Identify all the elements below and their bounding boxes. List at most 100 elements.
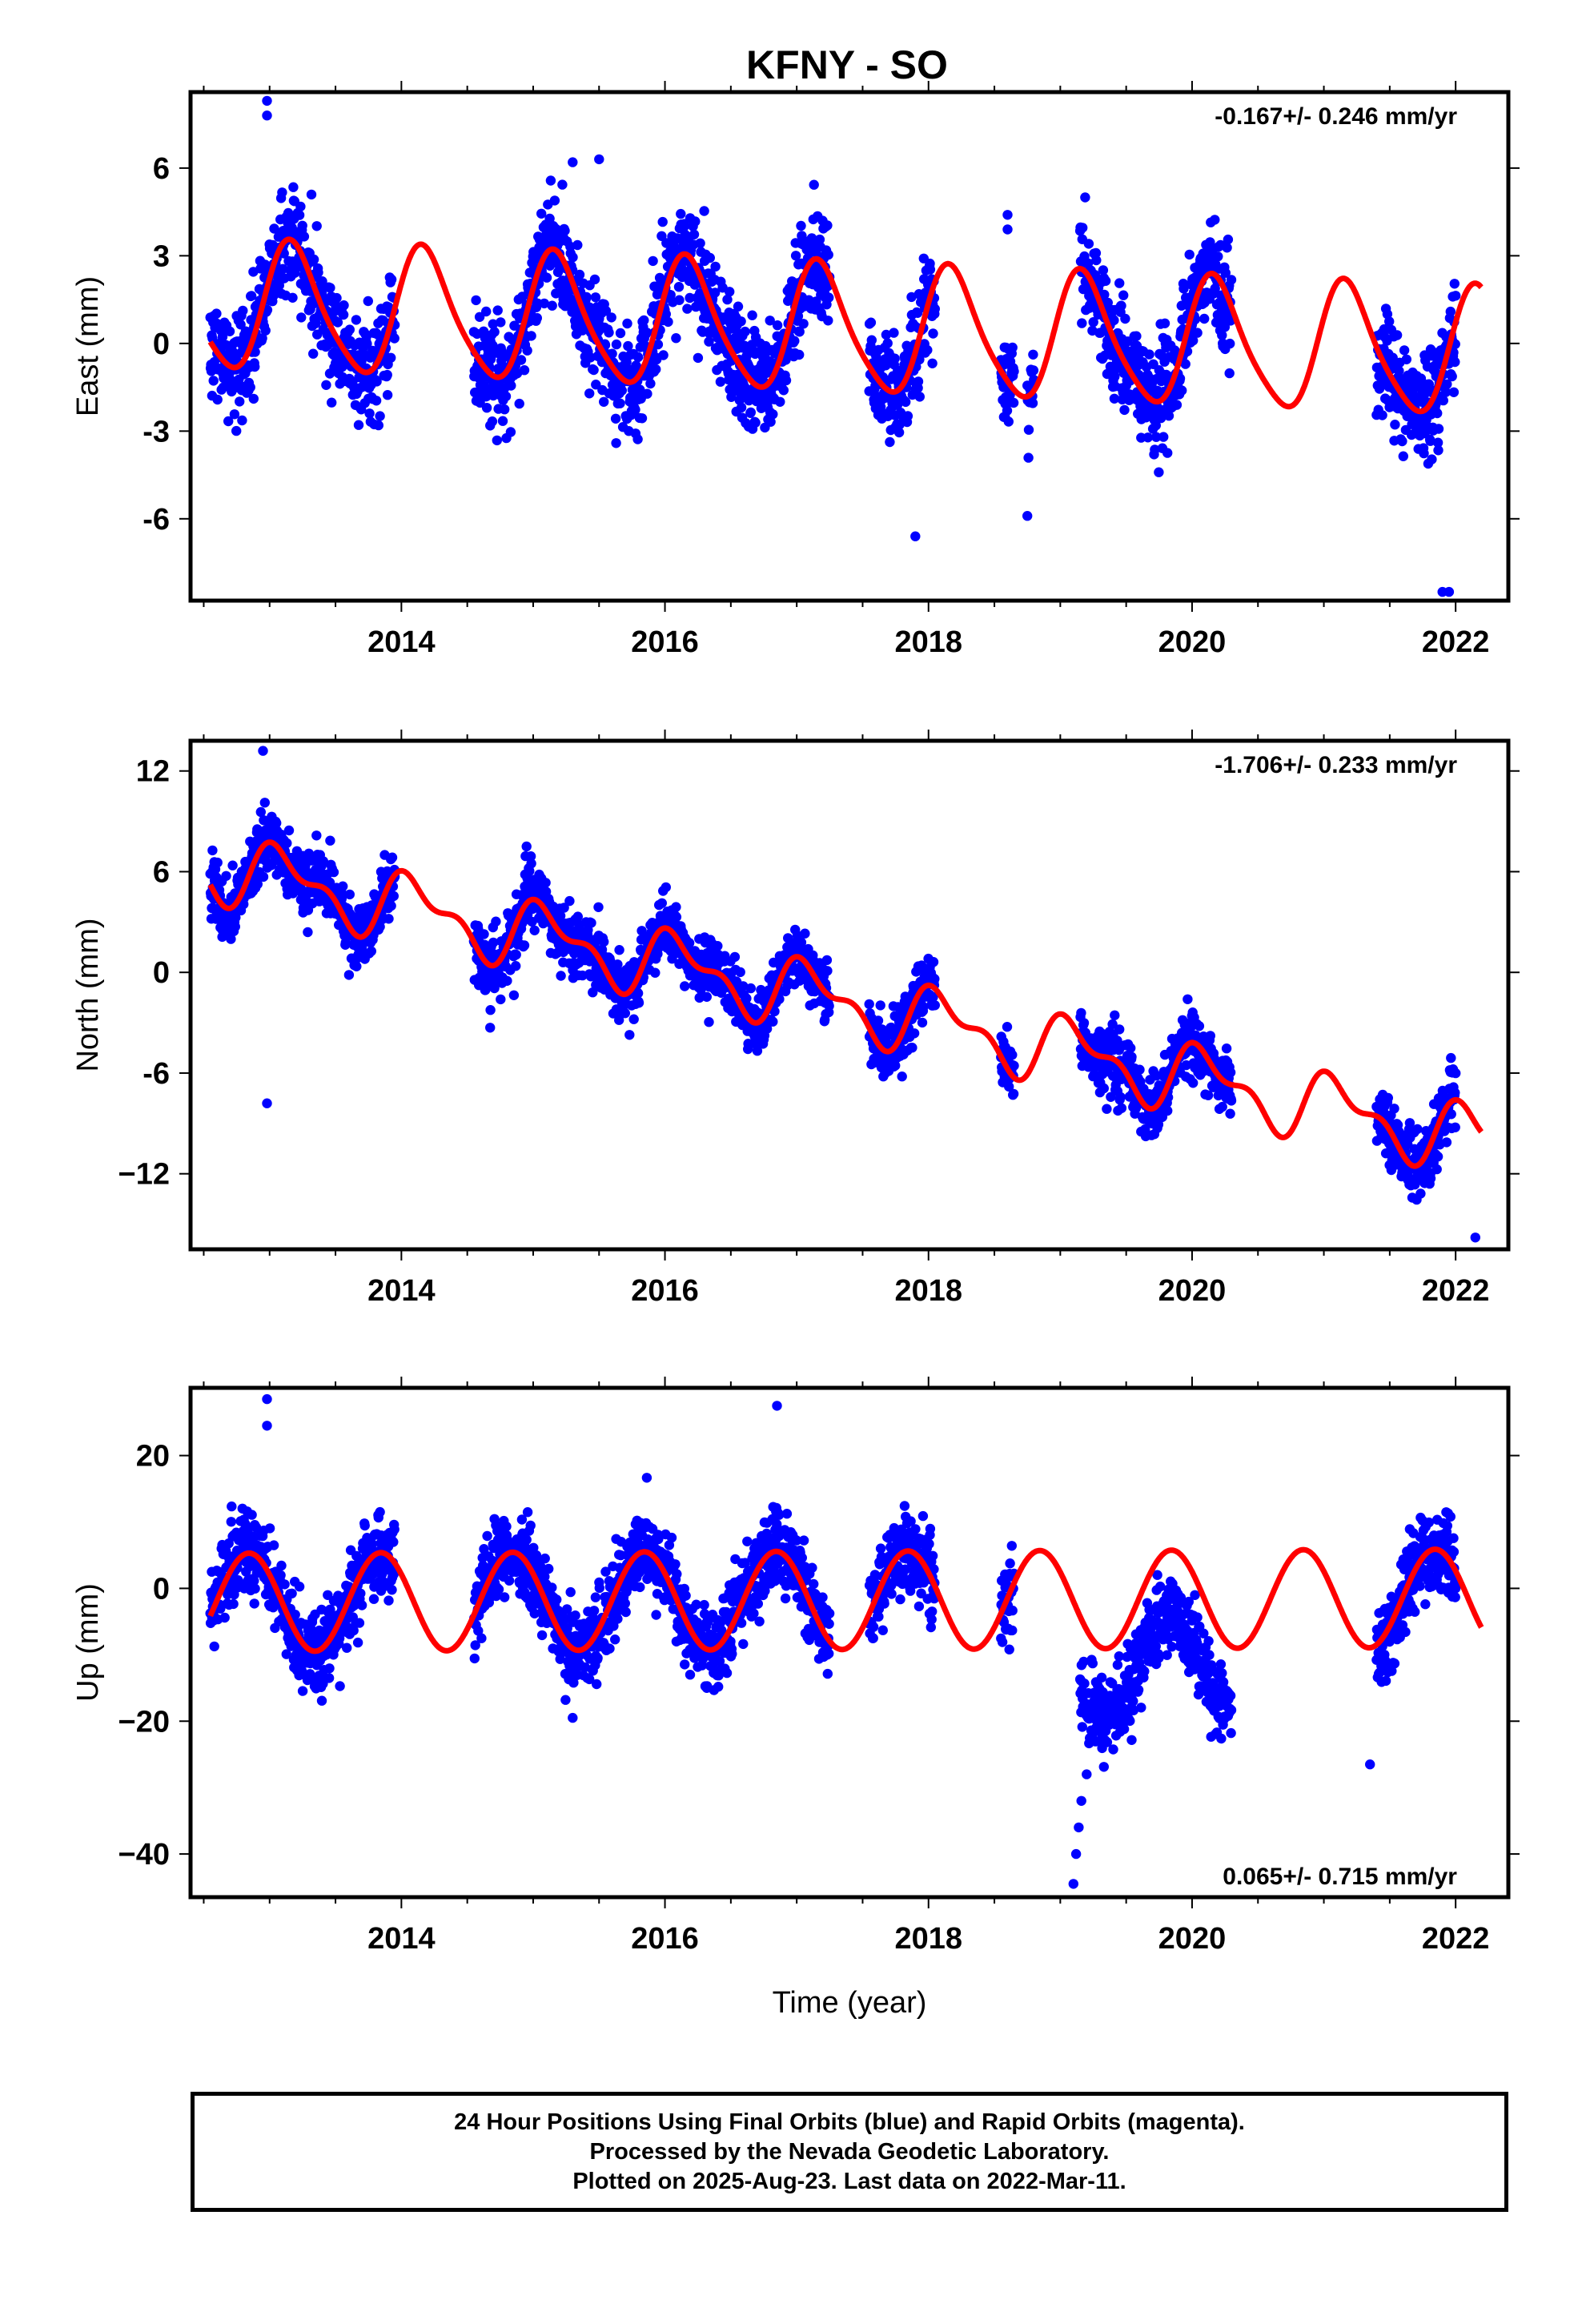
- north-data-point: [1450, 1122, 1460, 1133]
- east-data-point: [386, 274, 397, 285]
- east-outlier-point: [1002, 224, 1013, 235]
- east-data-point: [1398, 451, 1409, 461]
- east-data-point: [1154, 467, 1164, 477]
- north-data-point: [258, 871, 269, 883]
- north-data-point: [745, 983, 756, 994]
- east-data-point: [600, 306, 612, 316]
- east-data-point: [824, 292, 834, 303]
- east-data-point: [866, 335, 877, 345]
- x-tick-label: 2014: [367, 1274, 436, 1308]
- east-data-point: [768, 409, 778, 420]
- east-data-point: [663, 316, 673, 328]
- east-data-point: [488, 340, 498, 351]
- east-data-point: [1028, 365, 1039, 376]
- east-data-point: [607, 348, 617, 359]
- north-data-point: [628, 1014, 639, 1024]
- east-outlier-point: [1002, 210, 1013, 220]
- y-tick-label: 3: [153, 239, 170, 273]
- east-data-point: [823, 249, 833, 260]
- east-data-point: [1433, 424, 1444, 434]
- east-data-point: [1384, 316, 1395, 327]
- east-data-point: [497, 416, 508, 426]
- north-data-point: [529, 925, 540, 936]
- east-data-point: [1151, 432, 1162, 442]
- east-data-point: [652, 339, 664, 350]
- east-data-point: [539, 298, 549, 309]
- east-data-point: [1427, 454, 1437, 464]
- figure-title: KFNY - SO: [746, 42, 948, 87]
- east-scatter-points: [205, 95, 1461, 597]
- east-data-point: [913, 376, 924, 387]
- north-data-point: [729, 951, 741, 963]
- east-data-point: [1188, 336, 1199, 346]
- east-data-point: [257, 333, 267, 344]
- east-data-point: [1222, 243, 1232, 253]
- east-data-point: [481, 403, 492, 413]
- north-data-point: [1162, 1105, 1173, 1116]
- east-data-point: [231, 425, 242, 436]
- east-data-point: [794, 327, 805, 337]
- north-data-point: [1115, 1092, 1126, 1103]
- east-data-point: [1184, 249, 1195, 260]
- north-data-point: [252, 879, 263, 890]
- x-tick-label: 2020: [1158, 625, 1227, 659]
- east-data-point: [311, 221, 322, 231]
- north-outlier-point: [521, 841, 532, 852]
- east-data-point: [1451, 291, 1461, 301]
- east-data-point: [1176, 300, 1187, 311]
- east-data-point: [1379, 324, 1390, 335]
- east-data-point: [338, 309, 349, 320]
- east-data-point: [1199, 313, 1210, 324]
- east-data-point: [1213, 251, 1223, 262]
- up-data-point: [209, 1641, 219, 1652]
- east-data-point: [277, 187, 287, 198]
- east-data-point: [632, 352, 644, 363]
- east-data-point: [740, 326, 750, 337]
- east-data-point: [661, 309, 671, 320]
- east-data-point: [822, 220, 833, 231]
- east-data-point: [1419, 448, 1429, 459]
- east-data-point: [1027, 398, 1038, 408]
- y-tick-label: -6: [143, 503, 170, 537]
- east-data-point: [651, 364, 661, 375]
- east-data-point: [657, 216, 668, 227]
- east-data-point: [1224, 368, 1235, 379]
- east-data-point: [1090, 247, 1102, 259]
- east-data-point: [1099, 289, 1110, 300]
- east-data-point: [710, 261, 721, 272]
- east-data-point: [496, 317, 506, 328]
- north-data-point: [311, 830, 322, 841]
- east-data-point: [557, 179, 568, 190]
- east-data-point: [1448, 387, 1460, 397]
- east-data-point: [382, 390, 393, 400]
- east-data-point: [223, 416, 234, 427]
- east-data-point: [488, 319, 498, 329]
- east-data-point: [693, 352, 704, 364]
- east-data-point: [1432, 437, 1443, 448]
- east-data-point: [1023, 452, 1034, 463]
- east-data-point: [642, 388, 652, 399]
- north-data-point: [1441, 1137, 1452, 1148]
- east-data-point: [500, 391, 512, 402]
- north-data-point: [599, 936, 609, 947]
- east-data-point: [889, 328, 899, 338]
- north-data-point: [221, 870, 231, 882]
- east-data-point: [1217, 330, 1227, 340]
- north-data-point: [917, 1017, 928, 1028]
- y-tick-label: -3: [143, 415, 170, 448]
- east-data-point: [1390, 420, 1400, 430]
- east-data-point: [630, 404, 640, 415]
- east-data-point: [1150, 444, 1160, 455]
- north-data-point: [897, 1072, 907, 1082]
- east-data-point: [1399, 345, 1410, 356]
- east-data-point: [382, 369, 392, 380]
- east-data-point: [648, 255, 658, 267]
- north-data-point: [338, 881, 348, 891]
- east-data-point: [790, 251, 801, 261]
- east-data-point: [1394, 365, 1404, 376]
- east-data-point: [1008, 397, 1019, 408]
- east-data-point: [699, 206, 709, 216]
- east-data-point: [544, 213, 555, 224]
- north-data-point: [502, 975, 512, 987]
- east-data-point: [704, 336, 714, 347]
